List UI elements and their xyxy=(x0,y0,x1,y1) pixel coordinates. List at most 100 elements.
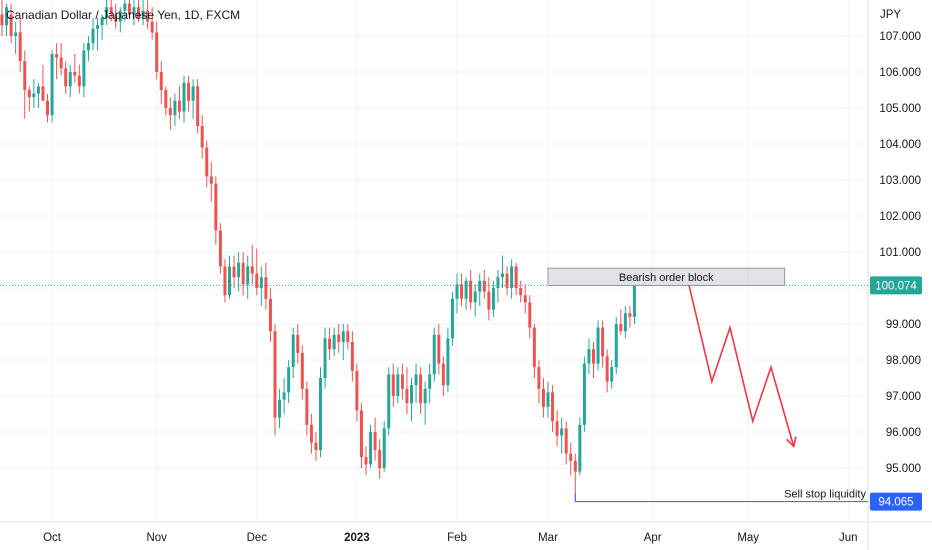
candle xyxy=(478,273,482,306)
y-tick-label: 99.000 xyxy=(886,319,921,331)
candle xyxy=(228,255,231,299)
candle-body xyxy=(32,93,36,98)
candle-body xyxy=(27,90,31,98)
x-axis[interactable]: Oct Nov Dec 2023 Feb Mar Apr May Jun xyxy=(43,532,857,544)
candle-body xyxy=(237,262,241,278)
candle-body xyxy=(460,284,464,299)
candle xyxy=(623,306,627,339)
candle xyxy=(355,363,359,422)
candle xyxy=(632,285,636,324)
candle xyxy=(510,259,514,299)
candle-body xyxy=(610,367,614,382)
y-tick-label: 101.000 xyxy=(879,247,921,259)
order-block[interactable]: Bearish order block xyxy=(547,267,786,286)
candle xyxy=(23,50,27,119)
grid xyxy=(0,0,868,522)
candle xyxy=(250,244,254,285)
candle xyxy=(419,367,423,414)
candle-body xyxy=(309,424,313,443)
candle-body xyxy=(378,450,382,468)
candle-body xyxy=(328,338,332,350)
candle-body xyxy=(396,374,400,396)
candle xyxy=(146,0,150,29)
candle xyxy=(55,43,59,80)
candle-body xyxy=(91,28,95,44)
x-tick-label: 2023 xyxy=(344,532,370,544)
candles xyxy=(0,0,636,502)
candle xyxy=(14,21,18,54)
candle xyxy=(100,14,104,40)
liquidity-price-badge-text: 94.065 xyxy=(878,497,913,509)
candle xyxy=(314,432,318,461)
candle xyxy=(191,79,195,119)
candle-body xyxy=(450,298,454,339)
candle-body xyxy=(332,334,336,350)
candle-body xyxy=(619,324,623,332)
candle xyxy=(132,0,136,26)
candle xyxy=(455,273,459,314)
candle xyxy=(291,327,295,378)
candle-body xyxy=(410,385,413,404)
candle xyxy=(337,324,341,353)
candle xyxy=(405,367,409,414)
candle-body xyxy=(105,7,109,18)
candle xyxy=(382,421,386,472)
candle-body xyxy=(9,14,13,36)
candle xyxy=(0,0,4,36)
candle xyxy=(373,417,377,461)
candle-body xyxy=(200,126,204,148)
candle xyxy=(5,3,9,36)
candle-body xyxy=(68,72,72,87)
y-axis[interactable]: 107.000 106.000 105.000 104.000 103.000 102.0… xyxy=(879,9,921,475)
candle xyxy=(396,367,400,404)
candle xyxy=(450,291,454,346)
candle-body xyxy=(346,331,350,342)
candle-body xyxy=(50,54,54,116)
candle-body xyxy=(441,363,445,386)
candle-body xyxy=(587,349,591,364)
candle-body xyxy=(359,410,363,458)
candle xyxy=(77,64,81,94)
candle-body xyxy=(592,349,595,364)
candle-body xyxy=(623,313,627,332)
candle-body xyxy=(496,277,500,288)
candle-body xyxy=(405,388,409,404)
candle-body xyxy=(264,277,268,299)
candle xyxy=(605,349,609,393)
candle xyxy=(592,342,595,378)
candle xyxy=(109,0,113,22)
candle xyxy=(628,306,632,328)
candle-body xyxy=(350,342,354,371)
y-tick-label: 106.000 xyxy=(879,67,921,79)
candle-body xyxy=(323,338,327,378)
candle-body xyxy=(491,288,495,310)
candle-body xyxy=(241,262,245,285)
candle xyxy=(137,0,140,22)
candle-body xyxy=(146,10,150,22)
candle-body xyxy=(132,7,136,15)
candle xyxy=(505,266,509,296)
order-block-label: Bearish order block xyxy=(619,272,714,284)
candle xyxy=(86,36,90,62)
candle xyxy=(369,424,373,468)
projection[interactable] xyxy=(688,285,797,449)
candle-body xyxy=(196,86,200,126)
candle xyxy=(82,43,86,98)
candle-body xyxy=(23,61,27,90)
x-tick-label: Dec xyxy=(247,532,268,544)
last-price-badge-bg xyxy=(870,276,922,295)
candle-body xyxy=(482,280,486,292)
candle-body xyxy=(514,266,518,288)
candle-body xyxy=(605,356,609,382)
candle xyxy=(414,363,418,404)
x-tick-label: Jun xyxy=(839,532,858,544)
candle xyxy=(46,93,49,123)
liquidity-level[interactable]: Sell stop liquidity xyxy=(574,489,868,503)
candle xyxy=(177,86,181,119)
candle-body xyxy=(601,327,605,357)
candle xyxy=(255,248,259,296)
candle xyxy=(596,320,600,371)
candle-body xyxy=(155,32,159,72)
candle xyxy=(460,273,464,306)
